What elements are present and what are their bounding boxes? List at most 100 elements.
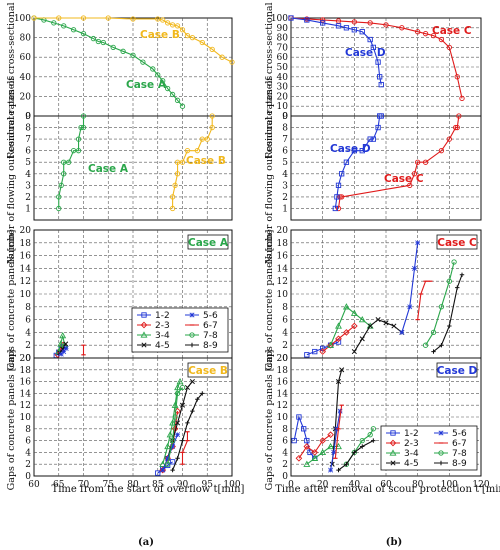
x-tick-label: 80 [127,480,139,490]
data-point [375,59,381,65]
panel-a-residual: 0 20 40 60 80 100 Case B Case A [14,14,235,122]
y-tick-label: 9 [282,112,288,122]
y-tick-label: 20 [20,354,32,364]
y-tick-label: 8 [25,124,31,134]
annotation-case-a: Case A [126,79,167,91]
y-tick-label: 10 [20,290,32,300]
data-point [351,19,357,25]
data-point [184,384,191,391]
data-point [370,136,376,142]
legend: 1-22-33-44-5 5-66-77-88-9 [380,425,478,471]
data-point [337,194,343,200]
data-point [375,124,381,131]
data-point [456,113,462,119]
y-tick-label: 7 [25,135,31,145]
y-tick-label: 20 [277,226,289,236]
data-point [415,159,421,165]
data-point [185,420,190,426]
series-4-5 [329,367,345,467]
series-7-8 [164,384,186,467]
panel-a-gaps-caseA: 0 2 4 6 8 10 12 14 16 18 20 Case A 1-22-33-44-5 5-66-… [20,226,233,364]
data-point [195,397,200,402]
data-point [327,442,335,450]
data-point [160,17,166,23]
data-point [70,148,77,154]
data-point [391,323,397,329]
series-case-d [332,113,384,212]
series-5-6 [58,345,69,357]
series-6-7 [180,431,190,465]
data-point [367,323,373,329]
data-point [160,78,166,84]
data-point [344,462,349,467]
y-tick-label: 16 [277,378,289,388]
data-point [209,124,215,131]
y-tick-label: 0 [282,472,288,482]
data-point [438,148,445,154]
data-point [56,15,62,21]
data-point [120,48,126,54]
x-tick-label: 65 [53,480,65,490]
series-6-7 [81,344,86,356]
legend-marker [141,312,147,318]
series-case-a [56,113,87,212]
data-point [303,460,311,467]
y-tick-label: 14 [277,389,289,399]
y-tick-label: 2 [282,341,288,351]
legend-label: 8-9 [203,341,218,351]
data-point [312,348,318,355]
annotation-case-d: Case D [345,47,386,59]
data-point [378,113,384,119]
data-point [295,454,303,462]
data-point [105,15,111,21]
legend-label: 5-6 [452,429,467,439]
data-point [175,456,180,461]
legend-marker [189,332,195,338]
data-point [438,304,445,310]
data-point [169,22,176,28]
data-point [320,17,326,23]
data-point [331,449,337,455]
data-point [61,171,67,177]
data-point [343,159,350,165]
y-tick-label: 20 [20,92,32,102]
data-point [288,15,294,21]
series-6-7 [415,280,433,321]
data-point [328,467,334,473]
data-point [155,470,161,476]
data-point [343,25,350,31]
y-tick-label: 16 [20,378,32,388]
data-point [415,240,421,246]
data-point [455,285,460,290]
data-point [66,159,72,165]
data-point [184,148,191,154]
data-point [319,448,327,456]
y-tick-label: 6 [282,437,288,447]
data-point [383,22,389,28]
data-point [174,159,181,165]
y-tick-label: 6 [25,437,31,447]
series-line [58,335,66,352]
data-point [451,259,457,265]
data-point [399,329,405,335]
x-tick-label: 0 [288,480,294,490]
ylabel-residual-b: Residual rates of cross-sectional area[%… [264,0,275,159]
case-box-label: Case A [188,237,229,249]
data-point [335,322,342,329]
legend-label: 6-7 [203,321,218,331]
data-point [209,46,215,53]
data-point [130,16,136,22]
y-tick-label: 20 [20,226,32,236]
data-point [359,437,365,444]
data-point [422,31,429,37]
y-tick-label: 2 [25,341,31,351]
series-line [330,305,371,346]
x-tick-label: 40 [349,480,361,490]
x-tick-label: 95 [202,480,214,490]
data-point [78,124,84,131]
y-tick-label: 20 [277,92,289,102]
y-tick-label: 60 [20,53,32,63]
data-point [63,345,69,351]
annotation-case-d: Case D [330,143,371,155]
y-tick-label: 0 [25,354,31,364]
